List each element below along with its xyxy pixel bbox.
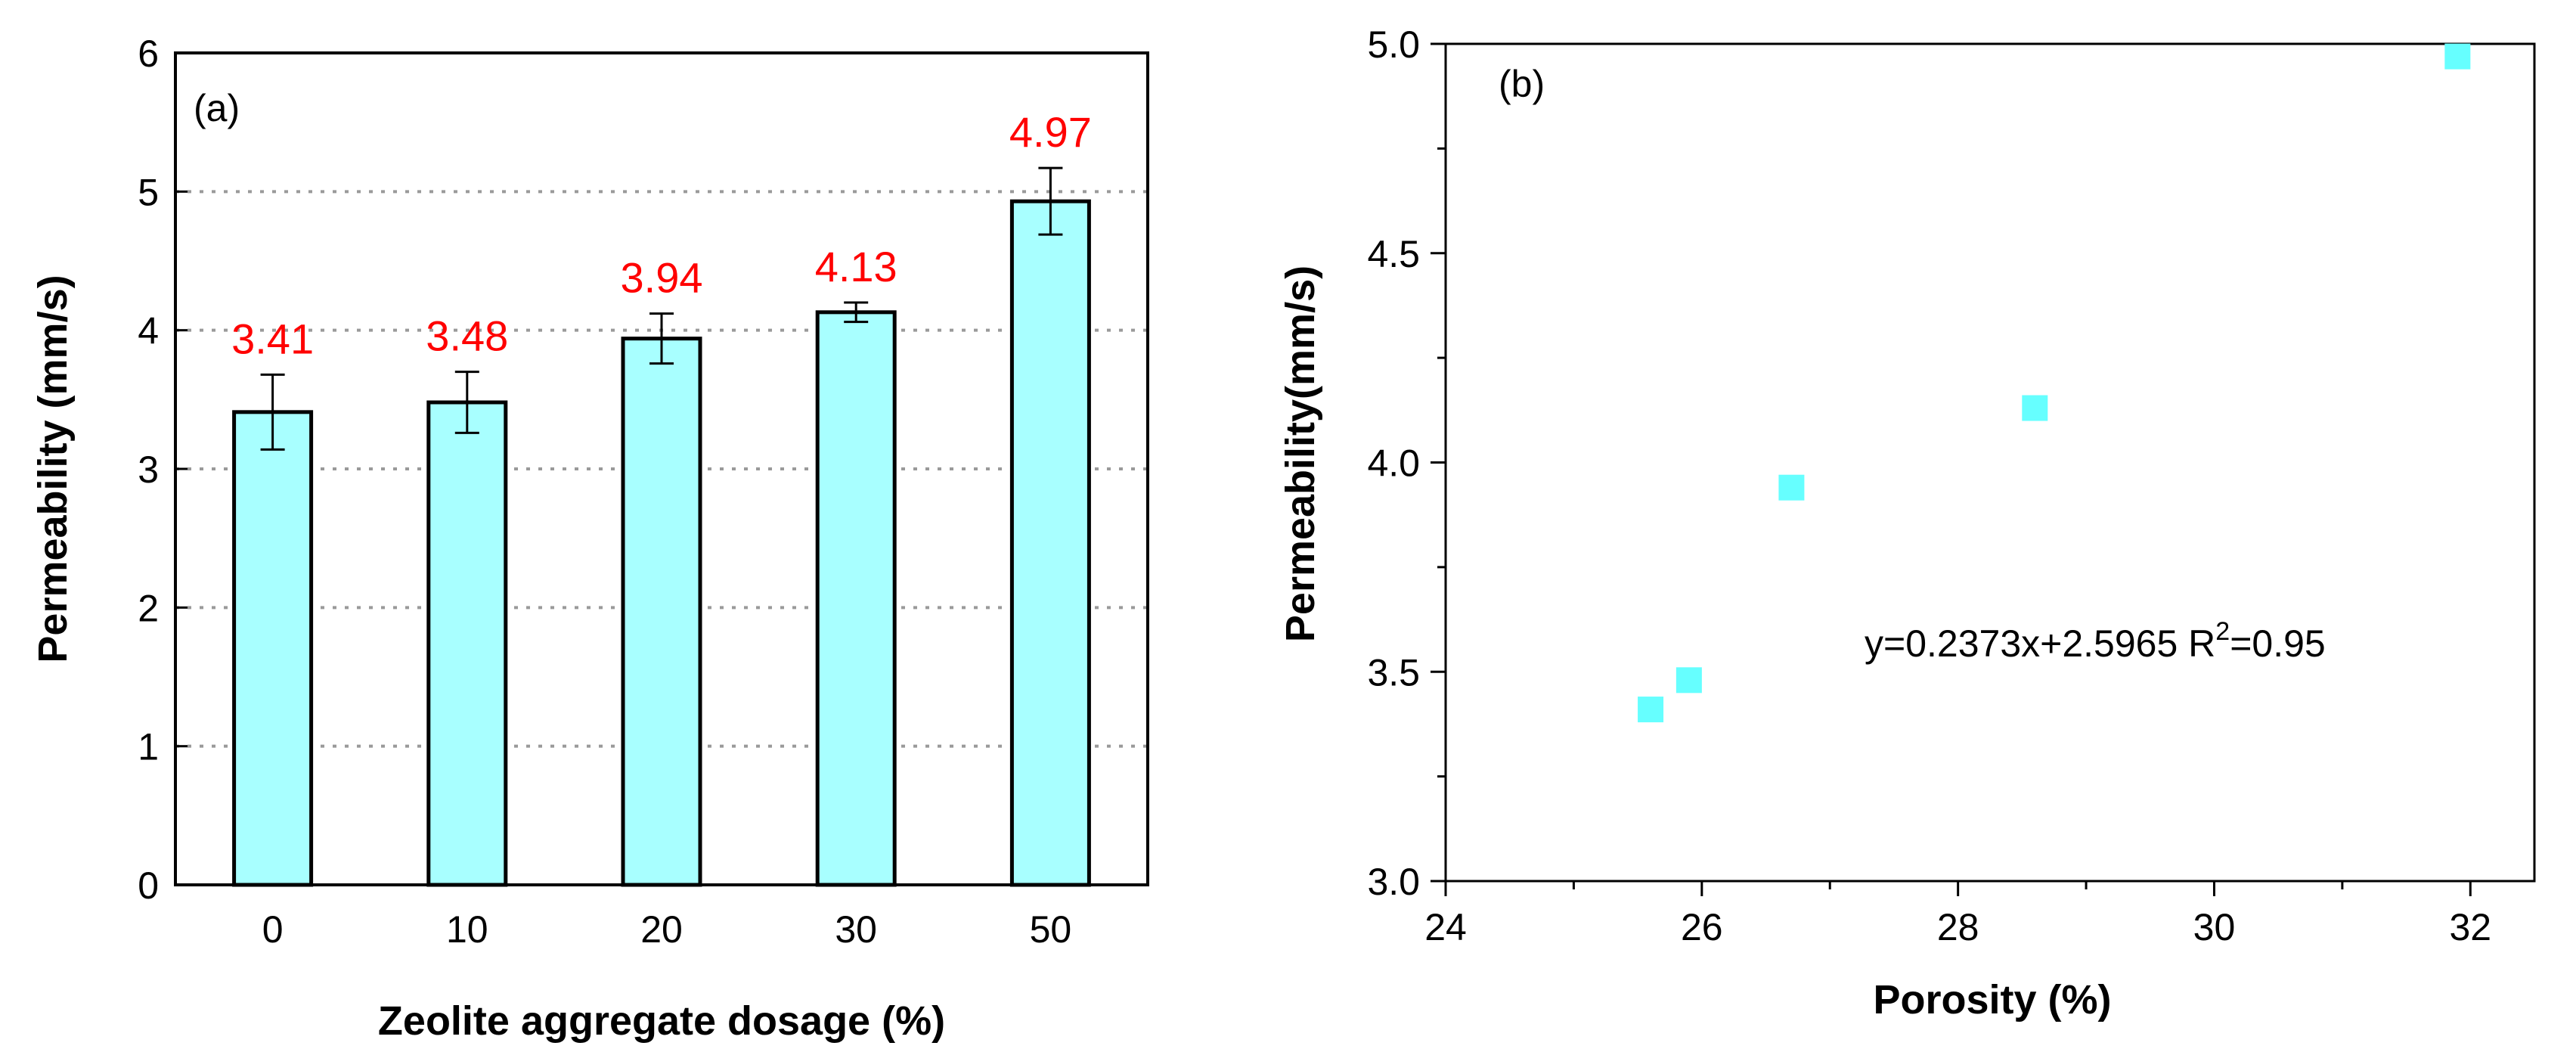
- panel-b-x-tick-label: 30: [2193, 906, 2236, 948]
- panel-b-x-tick-label: 26: [1681, 906, 1723, 948]
- panel-a-x-tick-label: 30: [835, 908, 877, 951]
- panel-b-label: (b): [1499, 63, 1545, 105]
- panel-b-scatter-chart: 3.0 3.5 4.0 4.5 5.0 24 26 28 30 32 (b) y=0.2373x…: [1278, 23, 2536, 1023]
- scatter-point: [1638, 697, 1664, 723]
- panel-a-y-tick-label: 4: [138, 310, 159, 352]
- panel-b-x-tick-label: 24: [1424, 906, 1467, 948]
- bar-50: [1009, 199, 1091, 887]
- scatter-point: [1675, 667, 1702, 694]
- panel-a-x-tick-label: 20: [640, 908, 683, 951]
- bar-0: [232, 410, 314, 887]
- panel-a-label: (a): [194, 87, 240, 129]
- panel-a-x-tick-label: 50: [1030, 908, 1072, 951]
- bar-value-label-30: 4.13: [815, 243, 897, 290]
- bar-value-label-0: 3.41: [231, 315, 314, 362]
- panel-b-x-tick-label: 28: [1937, 906, 1979, 948]
- panel-b-y-tick-label: 3.5: [1367, 651, 1420, 694]
- panel-b-y-tick-label: 5.0: [1367, 23, 1420, 66]
- panel-b-y-tick-label: 3.0: [1367, 861, 1420, 903]
- regression-equation: y=0.2373x+2.5965 R2=0.95: [1865, 617, 2326, 665]
- panel-b-x-axis-title: Porosity (%): [1873, 977, 2111, 1023]
- bar-value-label-20: 3.94: [621, 254, 703, 302]
- panel-b-y-axis-title: Permeability(mm/s): [1278, 265, 1323, 642]
- panel-a-y-tick-label: 2: [138, 587, 159, 629]
- panel-a-x-tick-label: 0: [262, 908, 284, 951]
- panel-a-y-tick-label: 3: [138, 448, 159, 491]
- bar-value-label-10: 3.48: [426, 312, 508, 360]
- regression-equation-tail: =0.95: [2230, 622, 2326, 665]
- scatter-point: [2444, 43, 2471, 70]
- panel-b-y-tick-label: 4.5: [1367, 233, 1420, 275]
- scatter-point: [1778, 474, 1805, 501]
- panel-a-x-axis-title: Zeolite aggregate dosage (%): [378, 998, 945, 1044]
- panel-a-y-tick-label: 1: [138, 726, 159, 768]
- panel-b-x-tick-label: 32: [2449, 906, 2491, 948]
- panel-a-y-tick-label: 6: [138, 33, 159, 75]
- regression-equation-sup: 2: [2215, 617, 2230, 646]
- panel-a-bar-chart: 3.41 3.48 3.94 4.13 4.97 0 1 2 3 4 5 6 0 10 20 30 50 (…: [30, 33, 1149, 1044]
- panel-b-y-tick-label: 4.0: [1367, 442, 1420, 485]
- bar-20: [621, 337, 702, 887]
- panel-a-y-tick-label: 0: [138, 864, 159, 907]
- panel-b-frame: [1444, 42, 2536, 883]
- bar-10: [426, 400, 508, 887]
- panel-a-y-axis-title: Permeability (mm/s): [30, 275, 76, 663]
- panel-a-x-tick-label: 10: [446, 908, 488, 951]
- scatter-point: [2022, 395, 2048, 421]
- regression-equation-main: y=0.2373x+2.5965 R: [1865, 622, 2215, 665]
- panel-a-y-tick-label: 5: [138, 171, 159, 213]
- bar-30: [815, 310, 897, 887]
- bar-value-label-50: 4.97: [1009, 108, 1092, 156]
